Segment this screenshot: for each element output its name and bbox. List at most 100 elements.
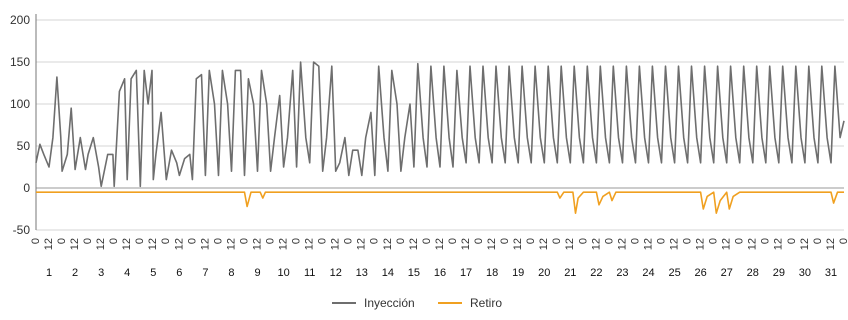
x-hour-tick-label: 12: [512, 238, 524, 250]
x-hour-tick-label: 0: [369, 238, 381, 244]
x-hour-tick-label: 12: [173, 238, 185, 250]
x-hour-tick-label: 0: [708, 238, 720, 244]
x-hour-tick-label: 0: [108, 238, 120, 244]
x-hour-tick-label: 12: [43, 238, 55, 250]
x-hour-tick-label: 12: [304, 238, 316, 250]
x-day-label: 24: [642, 267, 654, 279]
x-day-label: 8: [228, 267, 234, 279]
x-day-label: 29: [773, 267, 785, 279]
x-hour-tick-label: 0: [760, 238, 772, 244]
x-day-label: 13: [356, 267, 368, 279]
x-day-label: 25: [668, 267, 680, 279]
x-hour-tick-label: 12: [825, 238, 837, 250]
x-day-label: 14: [382, 267, 394, 279]
x-hour-tick-label: 0: [734, 238, 746, 244]
x-day-label: 21: [564, 267, 576, 279]
x-hour-tick-label: 0: [447, 238, 459, 244]
x-day-label: 18: [486, 267, 498, 279]
x-hour-tick-label: 0: [603, 238, 615, 244]
x-hour-tick-label: 12: [408, 238, 420, 250]
x-day-label: 27: [721, 267, 733, 279]
x-day-label: 10: [277, 267, 289, 279]
x-day-label: 1: [46, 267, 52, 279]
x-hour-tick-label: 0: [317, 238, 329, 244]
x-day-label: 6: [176, 267, 182, 279]
x-hour-tick-label: 12: [356, 238, 368, 250]
x-hour-tick-label: 0: [264, 238, 276, 244]
x-day-label: 5: [150, 267, 156, 279]
x-hour-tick-label: 0: [134, 238, 146, 244]
x-day-label: 22: [590, 267, 602, 279]
x-hour-tick-label: 12: [721, 238, 733, 250]
x-hour-tick-label: 12: [69, 238, 81, 250]
x-hour-tick-label: 12: [695, 238, 707, 250]
x-hour-tick-label: 0: [421, 238, 433, 244]
x-hour-tick-label: 12: [382, 238, 394, 250]
x-day-label: 2: [72, 267, 78, 279]
series-line-inyeccion: [35, 61, 845, 188]
x-hour-tick-label: 0: [30, 238, 42, 244]
x-hour-tick-label: 0: [838, 238, 848, 244]
x-day-label: 12: [330, 267, 342, 279]
x-hour-tick-label: 12: [773, 238, 785, 250]
x-day-label: 30: [799, 267, 811, 279]
x-hour-tick-label: 12: [278, 238, 290, 250]
x-hour-tick-label: 0: [395, 238, 407, 244]
x-hour-tick-label: 0: [56, 238, 68, 244]
x-hour-tick-label: 12: [147, 238, 159, 250]
x-hour-tick-label: 12: [668, 238, 680, 250]
x-hour-tick-label: 12: [616, 238, 628, 250]
x-day-label: 31: [825, 267, 837, 279]
x-hour-tick-label: 12: [95, 238, 107, 250]
x-hour-tick-label: 12: [199, 238, 211, 250]
series-line-retiro: [36, 191, 844, 214]
x-day-label: 3: [98, 267, 104, 279]
x-hour-tick-label: 12: [590, 238, 602, 250]
y-tick-label: 50: [17, 139, 31, 153]
x-hour-tick-label: 12: [225, 238, 237, 250]
x-hour-tick-label: 0: [525, 238, 537, 244]
x-hour-tick-label: 12: [642, 238, 654, 250]
x-hour-tick-label: 0: [160, 238, 172, 244]
x-day-label: 16: [434, 267, 446, 279]
x-hour-tick-label: 0: [655, 238, 667, 244]
x-day-label: 23: [616, 267, 628, 279]
x-hour-tick-label: 0: [343, 238, 355, 244]
x-hour-tick-label: 12: [538, 238, 550, 250]
y-tick-label: 200: [10, 13, 30, 27]
x-hour-tick-label: 0: [812, 238, 824, 244]
x-hour-tick-label: 0: [212, 238, 224, 244]
x-hour-tick-label: 12: [121, 238, 133, 250]
x-hour-tick-label: 12: [460, 238, 472, 250]
x-hour-tick-label: 0: [682, 238, 694, 244]
x-day-label: 15: [408, 267, 420, 279]
x-day-label: 28: [747, 267, 759, 279]
x-hour-tick-label: 0: [551, 238, 563, 244]
y-tick-label: -50: [13, 223, 31, 237]
x-day-label: 4: [124, 267, 130, 279]
x-hour-tick-label: 0: [473, 238, 485, 244]
x-day-label: 19: [512, 267, 524, 279]
x-day-label: 17: [460, 267, 472, 279]
x-hour-tick-label: 12: [564, 238, 576, 250]
x-hour-tick-label: 12: [747, 238, 759, 250]
x-hour-tick-label: 0: [291, 238, 303, 244]
x-hour-tick-label: 0: [82, 238, 94, 244]
x-day-label: 9: [254, 267, 260, 279]
legend-label-1: Retiro: [470, 296, 502, 310]
x-hour-tick-label: 0: [186, 238, 198, 244]
x-day-label: 20: [538, 267, 550, 279]
x-hour-tick-label: 0: [238, 238, 250, 244]
x-hour-tick-label: 12: [251, 238, 263, 250]
y-tick-label: 0: [23, 181, 30, 195]
x-hour-tick-label: 0: [499, 238, 511, 244]
y-tick-label: 100: [10, 97, 30, 111]
x-day-label: 26: [695, 267, 707, 279]
legend-label-0: Inyección: [364, 296, 415, 310]
x-hour-tick-label: 12: [799, 238, 811, 250]
x-hour-tick-label: 0: [577, 238, 589, 244]
x-day-label: 7: [202, 267, 208, 279]
y-tick-label: 150: [10, 55, 30, 69]
